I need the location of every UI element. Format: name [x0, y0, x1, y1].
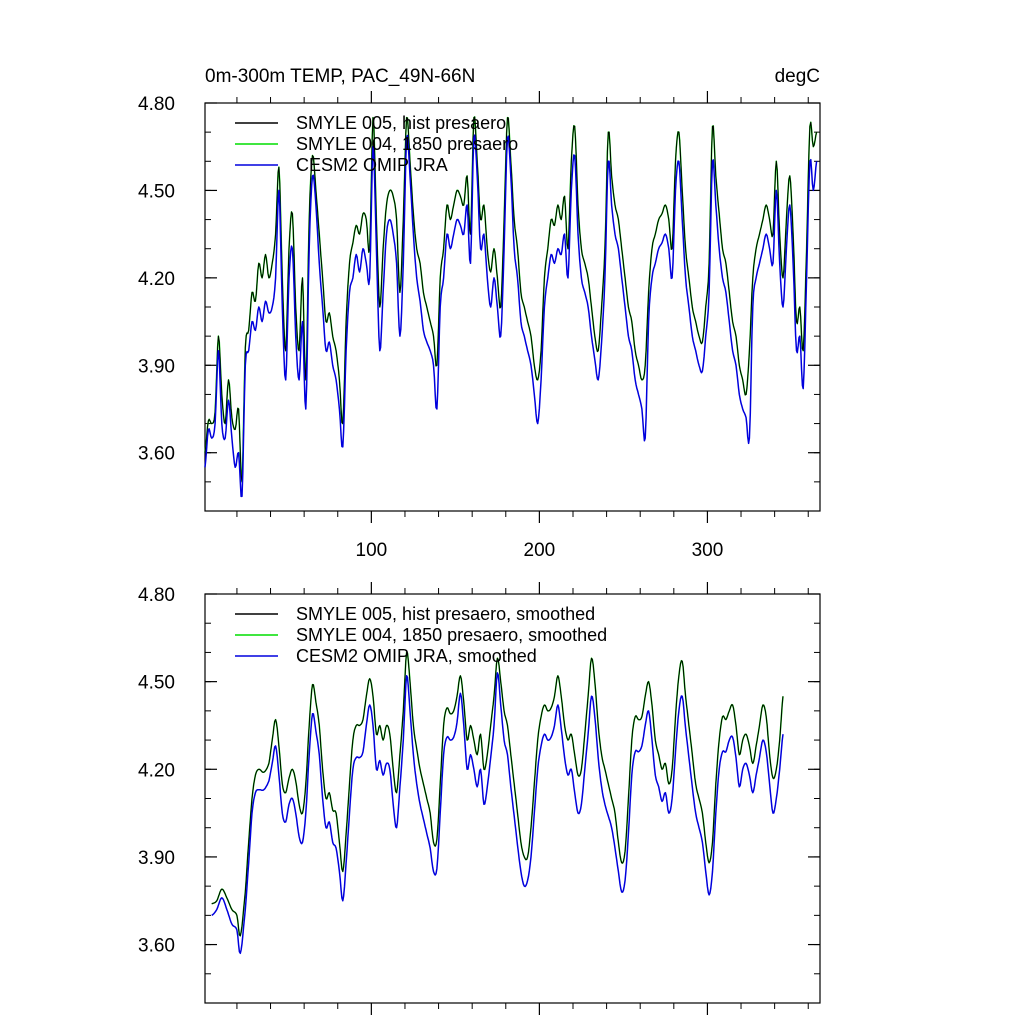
legend-label-y1850: SMYLE 004, 1850 presaero, smoothed	[296, 625, 607, 645]
x-tick-label: 100	[356, 540, 388, 561]
legend-label-omip: CESM2 OMIP JRA, smoothed	[296, 646, 537, 666]
series-line-omip	[204, 134, 818, 498]
legend-label-omip: CESM2 OMIP JRA	[296, 155, 448, 175]
legend-label-hist: SMYLE 005, hist presaero, smoothed	[296, 604, 595, 624]
y-tick-label: 3.60	[138, 936, 175, 957]
x-tick-label: 300	[692, 540, 724, 561]
series-line-hist	[211, 651, 784, 937]
y-tick-label: 3.90	[138, 848, 175, 869]
y-tick-label: 4.50	[138, 181, 175, 202]
y-tick-label: 4.80	[138, 94, 175, 115]
chart-title: 0m-300m TEMP, PAC_49N-66N	[205, 66, 475, 87]
series-line-omip	[211, 672, 784, 955]
y-tick-label: 4.20	[138, 760, 175, 781]
panel-raw: 3.60 3.90 4.20 4.50 4.80 100 200 300 SMYLE 005, …	[138, 91, 821, 561]
panel-smoothed: 3.60 3.90 4.20 4.50 4.80 SMYLE 005, hist pres…	[138, 582, 821, 1015]
legend-label-y1850: SMYLE 004, 1850 presaero	[296, 134, 518, 154]
y-tick-label: 4.20	[138, 269, 175, 290]
y-tick-label: 3.60	[138, 444, 175, 465]
y-tick-label: 4.50	[138, 673, 175, 694]
units-label: degC	[775, 66, 820, 87]
x-tick-label: 200	[524, 540, 556, 561]
y-tick-label: 4.80	[138, 585, 175, 606]
y-tick-label: 3.90	[138, 356, 175, 377]
legend-label-hist: SMYLE 005, hist presaero	[296, 113, 506, 133]
